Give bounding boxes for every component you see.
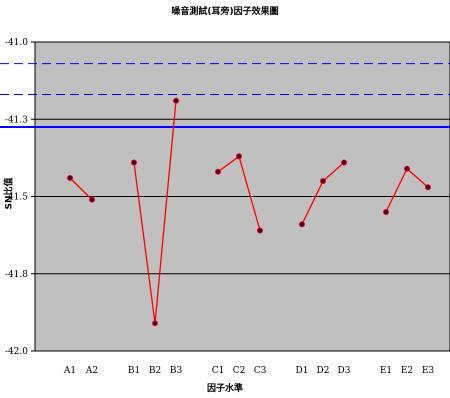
chart-title: 噪音測試(耳旁)因子效果圖 [171,7,279,17]
data-point [382,208,389,215]
x-tick-label: A2 [85,366,98,376]
x-tick-label: D3 [338,366,351,376]
y-tick-label: -41.0 [5,38,28,48]
data-point [235,153,242,160]
data-point [67,174,74,181]
x-tick-label: C2 [233,366,246,376]
x-tick-label: B1 [128,366,140,376]
x-axis-label: 因子水準 [206,384,243,394]
data-point [151,320,158,327]
data-point [172,97,179,104]
x-tick-label: D2 [317,366,330,376]
data-point [89,196,96,203]
data-point [130,159,137,166]
x-tick-label: E3 [422,366,435,376]
data-point [298,221,305,228]
x-tick-label: E1 [380,366,392,376]
data-point [319,178,326,185]
data-point [403,165,410,172]
x-tick-label: B2 [149,366,161,376]
data-point [256,227,263,234]
x-tick-label: B3 [170,366,183,376]
x-tick-label: E2 [401,366,413,376]
y-tick-label: -41.8 [5,270,28,280]
data-point [214,168,221,175]
data-point [424,184,431,191]
series-line-a [69,177,93,201]
y-tick-label: -41.3 [5,115,28,125]
x-tick-label: C3 [254,366,267,376]
y-tick-label: -42.0 [5,347,28,357]
x-tick-label: C1 [212,366,225,376]
x-tick-label: D1 [296,366,309,376]
data-point [340,159,347,166]
x-tick-label: A1 [63,366,76,376]
y-tick-label: -41.5 [5,193,28,203]
